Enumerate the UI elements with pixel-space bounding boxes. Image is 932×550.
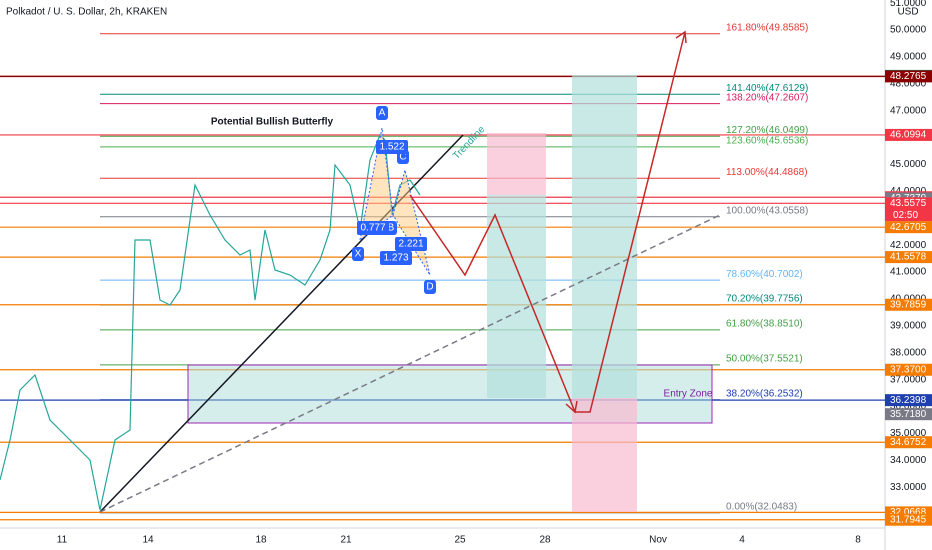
price-badge [885,363,932,376]
ratio-label: 1.522 [379,142,404,153]
countdown: 02:50 [893,210,918,221]
time-label: 18 [255,535,267,546]
price-badge [885,70,932,83]
fib-label: 70.20%(39.7756) [726,294,803,305]
ratio-box [395,237,427,251]
fib-label: 100.00%(43.0558) [726,205,808,216]
time-label: 21 [340,535,352,546]
price-badge [885,128,932,141]
short-target-box [487,195,546,398]
dashed-trendline [99,214,721,513]
price-badge [885,394,932,407]
price-badge [885,513,932,526]
price-badge-label: 48.2765 [890,71,927,82]
time-label: 11 [57,535,68,546]
pattern-point-label: D [426,282,433,293]
fib-label: 161.80%(49.8585) [726,22,808,33]
price-badge [885,221,932,234]
short-stop-box [487,133,546,195]
fib-label: 61.80%(38.8510) [726,319,803,330]
price-tick: 42.0000 [890,240,927,251]
price-badge-label: 41.5578 [890,252,927,263]
pattern-point [352,247,364,261]
fib-label: 127.20%(46.0499) [726,125,808,136]
entry-zone-label: Entry Zone [664,389,713,400]
time-label: 8 [855,535,861,546]
price-tick: 45.0000 [890,159,927,170]
time-label: 14 [142,535,154,546]
price-tick: 34.0000 [890,455,927,466]
arrowhead [565,400,578,414]
pattern-point [376,106,388,120]
price-tick: 38.0000 [890,347,927,358]
price-tick: 49.0000 [890,52,927,63]
price-tick: 47.0000 [890,105,927,116]
arrowhead [675,30,687,44]
fib-label: 0.00%(32.0483) [726,502,797,513]
long-stop-box [572,398,637,512]
fib-label: 141.40%(47.6129) [726,83,808,94]
ratio-box [380,251,412,265]
fib-label: 38.20%(36.2532) [726,388,803,399]
fib-label: 123.60%(45.6536) [726,136,808,147]
price-badge-label: 31.7945 [890,514,927,525]
price-line [0,133,421,511]
ratio-box [357,221,389,235]
price-badge-label: 32.0668 [890,507,927,518]
price-badge-label: 39.7859 [890,299,927,310]
price-badge [885,408,932,421]
price-tick: 51.0000 [890,0,927,9]
pattern-point-label: C [399,152,406,163]
fib-label: 113.00%(44.4868) [726,167,808,178]
time-label: 4 [739,535,745,546]
time-label: 28 [539,535,551,546]
fib-label: 78.60%(40.7002) [726,269,803,280]
price-tick: 33.0000 [890,482,927,493]
price-badge-label: 34.6752 [890,437,927,448]
ratio-label: 2.221 [398,239,423,250]
projection-path [409,31,686,413]
ratio-box [376,140,408,154]
pattern-label: Potential Bullish Butterfly [211,117,334,128]
price-badge-label: 42.6705 [890,222,927,233]
price-badge-label: 35.7180 [890,409,927,420]
price-badge-label: 37.3700 [890,364,927,375]
fib-label: 138.20%(47.2607) [726,92,808,103]
pattern-point-label: B [388,223,395,234]
price-tick: 48.0000 [890,78,927,89]
pattern-xab [359,127,394,242]
price-tick: 39.0000 [890,321,927,332]
price-badge-label: 43.5575 [890,198,927,209]
price-tick: 41.0000 [890,267,927,278]
fib-label: 50.00%(37.5521) [726,353,803,364]
price-badge-label: 36.2398 [890,395,927,406]
time-label: 25 [454,535,466,546]
pattern-point-label: X [355,249,362,260]
price-badge [885,436,932,449]
price-badge [885,197,932,222]
price-badge [885,251,932,264]
time-label: Nov [649,535,667,546]
chart-title: Polkadot / U. S. Dollar, 2h, KRAKEN [6,7,167,18]
pattern-point [424,280,436,294]
price-badge [885,298,932,311]
ratio-label: 1.273 [383,253,408,264]
pattern-point-label: A [379,108,386,119]
long-target-box [572,75,637,398]
price-badge-label: 46.0994 [890,130,927,141]
price-tick: 36.0000 [890,401,927,412]
price-tick: 35.0000 [890,428,927,439]
price-tick: 50.0000 [890,25,927,36]
currency: USD [897,7,918,18]
price-tick: 37.0000 [890,374,927,385]
ratio-label: 0.777 [360,223,385,234]
